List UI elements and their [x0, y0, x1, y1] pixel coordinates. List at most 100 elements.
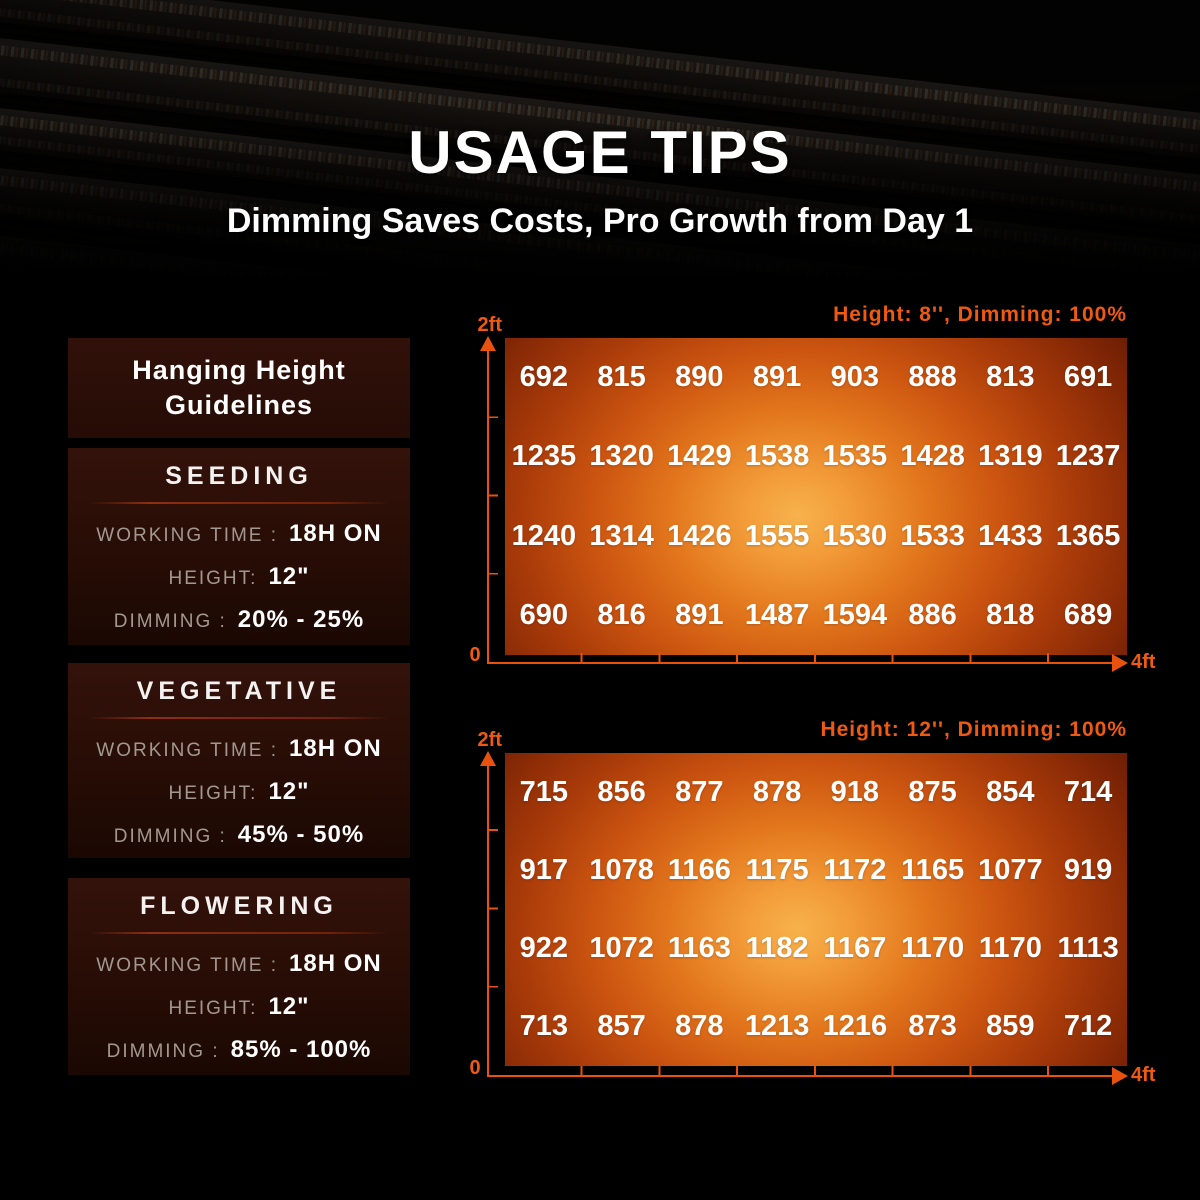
dimming-value: 85% - 100%: [230, 1036, 372, 1063]
dimming-row: DIMMING : 20% - 25%: [68, 606, 410, 633]
ppfd-value: 903: [830, 361, 880, 394]
working-time-row: WORKING TIME : 18H ON: [68, 520, 410, 547]
ppfd-value: 715: [519, 775, 569, 808]
chart2-ppfd-heatmap: 715 856 877 878 918 875 854 714 917 1078 1166 1175 1…: [505, 753, 1127, 1066]
chart1-xaxis-arrow-icon: [1112, 654, 1128, 672]
dimming-row: DIMMING : 85% - 100%: [68, 1036, 410, 1063]
ppfd-value: 815: [597, 361, 646, 394]
chart1-yaxis-ticks: [489, 340, 498, 650]
ppfd-value: 1165: [901, 853, 965, 886]
ppfd-value: 690: [519, 598, 569, 631]
dimming-value: 20% - 25%: [237, 606, 365, 633]
ppfd-value: 1240: [511, 519, 577, 552]
ppfd-value: 713: [519, 1010, 569, 1043]
ppfd-value: 1555: [744, 519, 810, 552]
ppfd-value: 1365: [1055, 519, 1121, 552]
chart1-title: Height: 8'', Dimming: 100%: [833, 303, 1127, 326]
ppfd-value: 1182: [745, 932, 809, 965]
working-time-label: WORKING TIME :: [96, 955, 279, 976]
ppfd-value: 854: [986, 775, 1035, 808]
ppfd-value: 1163: [667, 932, 731, 965]
dimming-value: 45% - 50%: [237, 821, 365, 848]
ppfd-value: 813: [986, 361, 1035, 394]
ppfd-value: 1533: [900, 519, 965, 552]
ppfd-value: 691: [1063, 361, 1113, 394]
chart2-yaxis-ticks: [489, 753, 498, 1059]
ppfd-value: 1166: [667, 853, 731, 886]
chart1-xaxis-line: [487, 662, 1114, 664]
divider: [88, 717, 390, 719]
chart2-origin-label: 0: [469, 1057, 481, 1079]
working-time-value: 18H ON: [289, 735, 382, 762]
dimming-row: DIMMING : 45% - 50%: [68, 821, 410, 848]
stage-title: FLOWERING: [140, 892, 338, 920]
ppfd-value: 1237: [1055, 440, 1121, 473]
ppfd-value: 922: [519, 932, 569, 965]
working-time-label: WORKING TIME :: [96, 525, 279, 546]
height-value: 12": [268, 993, 310, 1020]
ppfd-value: 1319: [978, 440, 1043, 473]
ppfd-value: 1320: [589, 440, 654, 473]
ppfd-value: 888: [908, 361, 957, 394]
chart1-yaxis-line: [487, 350, 489, 663]
ppfd-value: 1170: [901, 932, 965, 965]
ppfd-value: 1426: [667, 519, 732, 552]
ppfd-value: 1213: [744, 1010, 810, 1043]
stage-box-seeding: SEEDING WORKING TIME : 18H ON HEIGHT: 12…: [68, 448, 410, 645]
ppfd-value: 917: [519, 853, 569, 886]
divider: [88, 502, 390, 504]
ppfd-value: 1314: [589, 519, 654, 552]
stage-box-vegetative: VEGETATIVE WORKING TIME : 18H ON HEIGHT:…: [68, 663, 410, 858]
ppfd-value: 689: [1063, 598, 1113, 631]
working-time-value: 18H ON: [289, 520, 382, 547]
ppfd-value: 857: [597, 1010, 646, 1043]
chart2-title: Height: 12'', Dimming: 100%: [820, 718, 1127, 741]
chart1-xaxis-ticks: [505, 653, 1115, 662]
working-time-row: WORKING TIME : 18H ON: [68, 735, 410, 762]
chart2-yaxis-line: [487, 765, 489, 1076]
ppfd-value: 891: [752, 361, 802, 394]
ppfd-value: 878: [752, 775, 802, 808]
ppfd-value: 1538: [744, 440, 810, 473]
height-row: HEIGHT: 12": [68, 778, 410, 805]
ppfd-value: 1170: [978, 932, 1042, 965]
working-time-value: 18H ON: [289, 950, 382, 977]
ppfd-value: 1216: [822, 1010, 888, 1043]
height-value: 12": [268, 563, 310, 590]
working-time-row: WORKING TIME : 18H ON: [68, 950, 410, 977]
chart2-yaxis-max-label: 2ft: [477, 729, 502, 751]
ppfd-value: 816: [597, 598, 646, 631]
chart2-xaxis-arrow-icon: [1112, 1067, 1128, 1085]
chart2-value-grid: 715 856 877 878 918 875 854 714 917 1078 1166 1175 1…: [505, 753, 1127, 1066]
ppfd-value: 1530: [822, 519, 888, 552]
ppfd-value: 1072: [589, 932, 654, 965]
stage-box-flowering: FLOWERING WORKING TIME : 18H ON HEIGHT: …: [68, 878, 410, 1075]
divider: [88, 932, 390, 934]
ppfd-value: 873: [908, 1010, 957, 1043]
ppfd-value: 918: [830, 775, 880, 808]
ppfd-value: 1433: [978, 519, 1043, 552]
chart1-ppfd-heatmap: 692 815 890 891 903 888 813 691 1235 1320 1429 1538…: [505, 338, 1127, 655]
ppfd-value: 714: [1063, 775, 1113, 808]
dimming-label: DIMMING :: [106, 1041, 220, 1062]
chart1-value-grid: 692 815 890 891 903 888 813 691 1235 1320 1429 1538…: [505, 338, 1127, 655]
ppfd-value: 1429: [667, 440, 732, 473]
height-row: HEIGHT: 12": [68, 993, 410, 1020]
ppfd-value: 1172: [823, 853, 887, 886]
ppfd-value: 1235: [511, 440, 577, 473]
photo-dark-overlay: [0, 0, 1200, 292]
ppfd-value: 886: [908, 598, 957, 631]
height-row: HEIGHT: 12": [68, 563, 410, 590]
height-value: 12": [268, 778, 310, 805]
ppfd-value: 891: [675, 598, 724, 631]
ppfd-value: 1487: [744, 598, 810, 631]
guidelines-header-box: Hanging Height Guidelines: [68, 338, 410, 438]
chart2-xaxis-max-label: 4ft: [1131, 1064, 1156, 1086]
ppfd-value: 1594: [822, 598, 888, 631]
ppfd-value: 878: [675, 1010, 724, 1043]
chart1-xaxis-max-label: 4ft: [1131, 651, 1156, 673]
dimming-label: DIMMING :: [113, 611, 227, 632]
page-subtitle: Dimming Saves Costs, Pro Growth from Day…: [226, 202, 974, 240]
ppfd-value: 1428: [900, 440, 965, 473]
